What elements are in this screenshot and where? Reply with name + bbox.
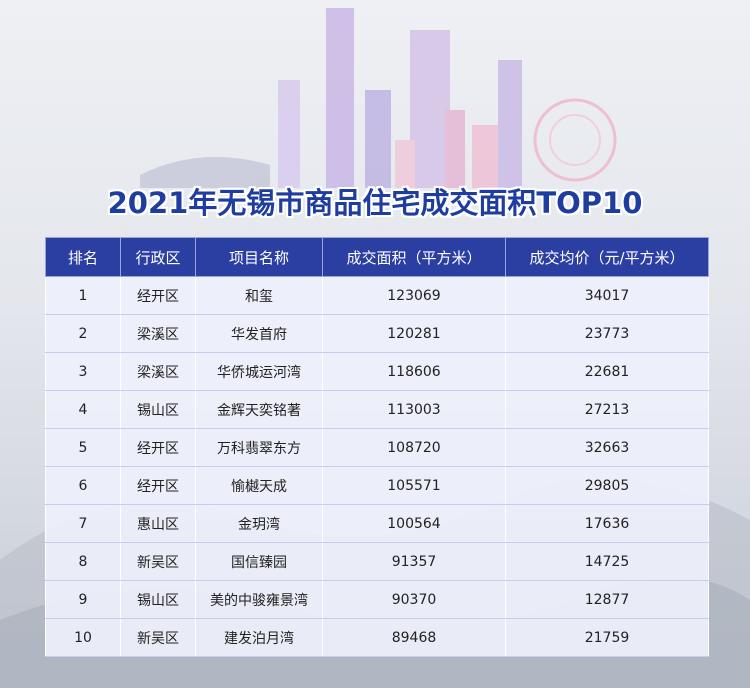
table-row: 7 惠山区 金玥湾 100564 17636 [45,504,709,543]
table-cell: 梁溪区 [120,314,196,353]
table-cell: 金辉天奕铭著 [195,390,323,429]
table-cell: 8 [45,542,121,581]
table-cell: 89468 [322,618,506,657]
table-cell: 105571 [322,466,506,505]
table-cell: 5 [45,428,121,467]
table-cell: 118606 [322,352,506,391]
table-cell: 29805 [505,466,709,505]
table-cell: 锡山区 [120,390,196,429]
table-cell: 6 [45,466,121,505]
table-cell: 120281 [322,314,506,353]
table-row: 10 新吴区 建发泊月湾 89468 21759 [45,618,709,657]
header-cell: 排名 [45,237,121,277]
header-cell: 成交均价（元/平方米） [505,237,709,277]
table-cell: 90370 [322,580,506,619]
table-cell: 新吴区 [120,618,196,657]
table-cell: 建发泊月湾 [195,618,323,657]
table-cell: 愉樾天成 [195,466,323,505]
header-cell: 行政区 [120,237,196,277]
ranking-table: 排名 行政区 项目名称 成交面积（平方米） 成交均价（元/平方米） 1 经开区 和玺 1230… [45,237,709,657]
table-cell: 27213 [505,390,709,429]
title: 2021年无锡市商品住宅成交面积TOP10 [107,186,643,220]
table-row: 2 梁溪区 华发首府 120281 23773 [45,314,709,353]
table-cell: 100564 [322,504,506,543]
table-row: 8 新吴区 国信臻园 91357 14725 [45,542,709,581]
table-cell: 3 [45,352,121,391]
table-cell: 91357 [322,542,506,581]
table-cell: 23773 [505,314,709,353]
table-cell: 10 [45,618,121,657]
table-row: 9 锡山区 美的中骏雍景湾 90370 12877 [45,580,709,619]
table-cell: 华发首府 [195,314,323,353]
table-cell: 国信臻园 [195,542,323,581]
table-cell: 2 [45,314,121,353]
table-cell: 21759 [505,618,709,657]
table-row: 1 经开区 和玺 123069 34017 [45,276,709,315]
table-row: 5 经开区 万科翡翠东方 108720 32663 [45,428,709,467]
header-row: 排名 行政区 项目名称 成交面积（平方米） 成交均价（元/平方米） [45,237,709,277]
table-cell: 华侨城运河湾 [195,352,323,391]
table-cell: 14725 [505,542,709,581]
table-cell: 美的中骏雍景湾 [195,580,323,619]
table-cell: 113003 [322,390,506,429]
table-cell: 4 [45,390,121,429]
table-cell: 和玺 [195,276,323,315]
table-cell: 123069 [322,276,506,315]
table-cell: 惠山区 [120,504,196,543]
table-cell: 7 [45,504,121,543]
table-cell: 梁溪区 [120,352,196,391]
table-cell: 32663 [505,428,709,467]
table-row: 3 梁溪区 华侨城运河湾 118606 22681 [45,352,709,391]
table-cell: 12877 [505,580,709,619]
header-cell: 项目名称 [195,237,323,277]
table-cell: 17636 [505,504,709,543]
table-row: 6 经开区 愉樾天成 105571 29805 [45,466,709,505]
table-cell: 22681 [505,352,709,391]
table-cell: 108720 [322,428,506,467]
table-cell: 锡山区 [120,580,196,619]
table-cell: 经开区 [120,276,196,315]
table-cell: 新吴区 [120,542,196,581]
table-cell: 1 [45,276,121,315]
table-cell: 金玥湾 [195,504,323,543]
table-cell: 经开区 [120,466,196,505]
table-cell: 经开区 [120,428,196,467]
table-cell: 9 [45,580,121,619]
table-cell: 万科翡翠东方 [195,428,323,467]
header-cell: 成交面积（平方米） [322,237,506,277]
table-cell: 34017 [505,276,709,315]
table-row: 4 锡山区 金辉天奕铭著 113003 27213 [45,390,709,429]
